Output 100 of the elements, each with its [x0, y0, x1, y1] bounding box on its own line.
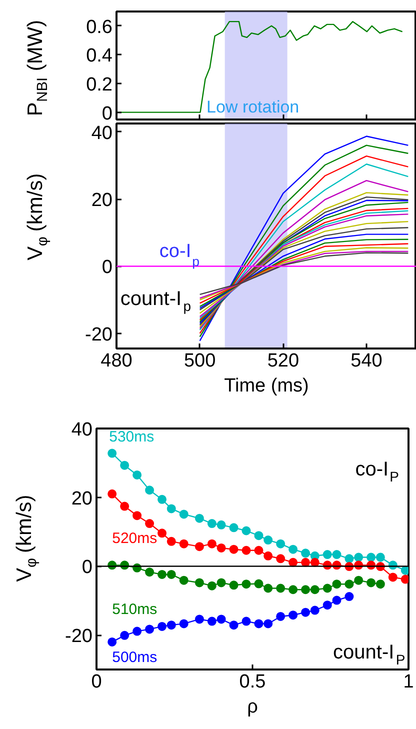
point — [332, 550, 342, 559]
y-tick-label: 20 — [91, 190, 113, 212]
band-label: Low rotation — [206, 98, 300, 116]
point — [366, 552, 376, 562]
point — [179, 510, 188, 519]
x-axis-title: Time (ms) — [224, 376, 309, 396]
point — [376, 580, 385, 589]
point — [322, 600, 332, 610]
point — [301, 608, 310, 617]
point — [276, 584, 286, 593]
y-tick-label: 20 — [71, 488, 93, 510]
point — [344, 554, 354, 564]
point — [254, 579, 264, 588]
point — [354, 576, 364, 585]
point — [229, 620, 238, 630]
y-tick-label: 0 — [82, 557, 93, 578]
point — [166, 570, 176, 579]
point — [145, 519, 154, 528]
point — [179, 539, 188, 548]
point — [145, 568, 154, 577]
point — [145, 486, 154, 495]
point — [216, 520, 226, 530]
point — [310, 558, 320, 567]
point — [376, 552, 385, 562]
point — [166, 620, 176, 630]
point — [207, 539, 216, 548]
point — [132, 626, 142, 636]
point — [400, 566, 408, 575]
point — [179, 619, 188, 628]
series-label: 510ms — [112, 601, 158, 618]
y-tick-label: 40 — [71, 420, 93, 440]
y-tick-label: -20 — [65, 626, 93, 648]
line-series — [116, 20, 403, 113]
point — [207, 616, 216, 626]
point — [288, 610, 298, 620]
point — [332, 596, 342, 605]
point — [229, 523, 238, 532]
point — [216, 578, 226, 588]
y-tick-label: 0 — [102, 103, 113, 124]
point — [276, 612, 286, 621]
point — [310, 585, 320, 594]
point — [322, 584, 332, 593]
y-axis-title: Vφ (km/s) — [13, 494, 40, 582]
point — [276, 554, 286, 564]
y-tick-label: 0.4 — [86, 46, 113, 67]
point — [207, 581, 216, 590]
point — [229, 580, 238, 590]
point — [242, 580, 251, 589]
point — [322, 550, 332, 559]
point — [344, 592, 354, 602]
point — [242, 526, 251, 536]
series-label: 520ms — [112, 530, 158, 547]
point — [132, 511, 142, 520]
point — [264, 584, 273, 593]
point — [108, 489, 117, 498]
point — [158, 528, 167, 538]
point — [132, 470, 142, 480]
point — [276, 539, 286, 548]
y-tick-label: 0.2 — [86, 74, 113, 96]
point — [301, 548, 310, 558]
point — [120, 630, 130, 640]
x-tick-label: 1 — [403, 672, 414, 692]
point — [166, 536, 176, 546]
point — [207, 519, 216, 528]
point — [254, 531, 264, 540]
series-label: 530ms — [109, 428, 154, 446]
point — [366, 578, 376, 588]
point — [288, 558, 298, 567]
point — [388, 572, 398, 582]
y-axis-title: PNBI (MW) — [24, 20, 51, 116]
series-label: 500ms — [112, 649, 158, 666]
point — [242, 546, 251, 555]
point — [288, 544, 298, 554]
point — [216, 614, 226, 624]
point — [264, 536, 273, 545]
point — [288, 585, 298, 594]
x-tick-label: 480 — [100, 350, 132, 372]
point — [194, 514, 204, 523]
x-axis-title: ρ — [247, 696, 258, 718]
point — [158, 494, 167, 504]
point — [194, 614, 204, 624]
point — [254, 619, 264, 628]
x-tick-label: 520 — [267, 350, 300, 372]
point — [264, 551, 273, 560]
point — [194, 578, 204, 588]
point — [344, 580, 354, 589]
point — [301, 585, 310, 594]
x-tick-label: 540 — [350, 350, 382, 372]
point — [194, 542, 204, 552]
point — [158, 570, 167, 579]
x-tick-label: 500 — [184, 350, 216, 372]
point — [301, 558, 310, 567]
point — [332, 580, 342, 589]
point — [108, 637, 117, 646]
point — [229, 544, 238, 554]
y-axis-title: Vφ (km/s) — [24, 173, 51, 260]
y-tick-label: 40 — [91, 122, 113, 144]
point — [254, 546, 264, 555]
point — [120, 460, 130, 470]
point — [120, 502, 130, 511]
